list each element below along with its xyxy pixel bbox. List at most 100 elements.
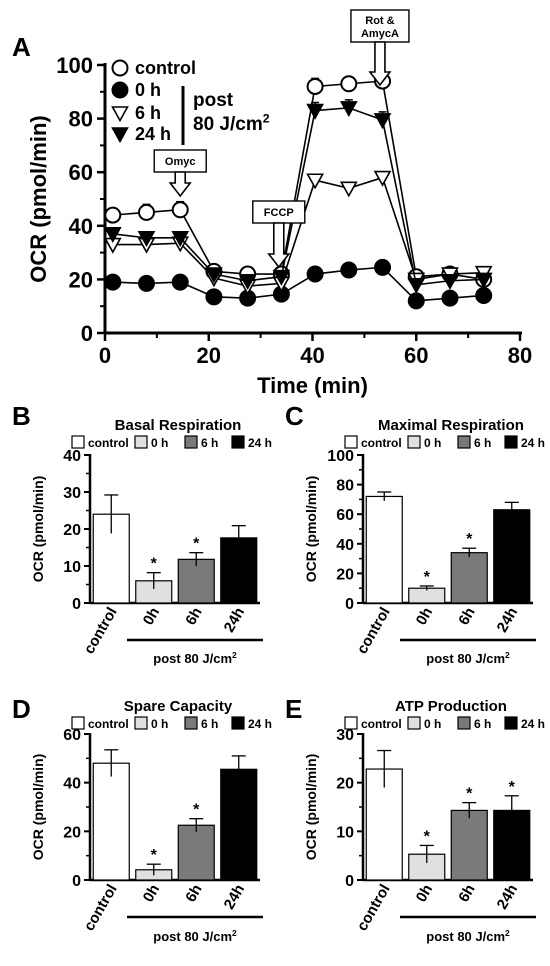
panel-letter-b: B	[12, 401, 31, 431]
y-tick-label: 10	[63, 559, 81, 576]
annotation-arrow	[368, 41, 392, 87]
data-point	[441, 289, 459, 307]
data-point	[171, 231, 190, 248]
legend-post-dose: 80 J/cm2	[193, 111, 270, 135]
group-label-exponent: 2	[505, 928, 510, 938]
bar-6h	[450, 809, 488, 881]
panel-letter-a: A	[12, 32, 31, 62]
y-tick-label: 80	[69, 107, 93, 132]
data-point	[373, 113, 392, 130]
legend-swatch	[71, 716, 85, 730]
data-point	[171, 201, 189, 219]
x-tick-label: 0h	[140, 605, 163, 629]
y-tick-label: 10	[336, 824, 354, 841]
data-point	[104, 206, 122, 224]
x-tick-label: 6h	[182, 605, 205, 629]
y-tick-label: 80	[336, 478, 354, 495]
data-point	[104, 273, 122, 291]
legend-label: 24 h	[248, 717, 272, 731]
data-point	[339, 181, 358, 198]
group-label-exponent: 2	[232, 650, 237, 660]
legend-label: 24 h	[135, 124, 171, 144]
x-tick-label: 0h	[413, 605, 436, 629]
y-tick-label: 20	[336, 566, 354, 583]
legend-swatch	[184, 716, 198, 730]
x-tick-label: control	[354, 882, 394, 935]
x-tick-label: 0h	[413, 882, 436, 906]
x-tick-label: control	[354, 605, 394, 658]
data-point	[138, 274, 155, 292]
x-tick-label: 80	[508, 343, 532, 368]
y-axis-label: OCR (pmol/min)	[26, 115, 51, 282]
legend-label: 6 h	[474, 717, 491, 731]
annotation-box-rot-amyca	[350, 9, 410, 43]
legend-post-dose-value: 80 J/cm	[193, 114, 263, 135]
panel-e: ATP Production control 0 h 6 h 24 h 0 10 20 30 OC…	[303, 698, 545, 944]
legend-swatch	[407, 716, 421, 730]
legend-swatch	[231, 435, 245, 449]
chart-title: ATP Production	[395, 698, 507, 715]
panel-b: Basal Respiration control 0 h 6 h 24 h 0 10 20 3…	[30, 417, 272, 666]
legend-swatch	[344, 716, 358, 730]
x-tick-label: 20	[197, 343, 221, 368]
x-tick-label: 24h	[494, 882, 522, 913]
y-tick-label: 40	[63, 448, 81, 465]
data-point	[205, 267, 223, 284]
group-label-value: post 80 J/cm	[153, 929, 232, 944]
legend-label: 24 h	[521, 436, 545, 450]
group-label-value: post 80 J/cm	[426, 651, 505, 666]
legend-label: 0 h	[151, 717, 168, 731]
panel-c: Maximal Respiration control 0 h 6 h 24 h 0 20 4…	[303, 417, 545, 666]
legend-post-label: post	[193, 90, 234, 111]
group-label-value: post 80 J/cm	[153, 651, 232, 666]
data-point	[441, 273, 459, 290]
y-axis-label: OCR (pmol/min)	[303, 754, 319, 861]
data-point	[340, 261, 358, 279]
annotation-label: AmycA	[361, 28, 399, 40]
x-tick-label: 0h	[140, 882, 163, 906]
legend-post-dose-exponent: 2	[263, 111, 270, 125]
legend-swatch	[407, 435, 421, 449]
series-line	[112, 107, 484, 286]
y-axis-label: OCR (pmol/min)	[30, 476, 46, 583]
y-tick-label: 60	[69, 160, 93, 185]
significance-marker: *	[509, 779, 516, 796]
data-point	[272, 269, 291, 286]
group-label: post 80 J/cm2	[153, 650, 237, 666]
bar-6h	[450, 552, 488, 604]
legend-label: control	[88, 436, 129, 450]
legend-label: 0 h	[151, 436, 168, 450]
x-tick-label: 60	[404, 343, 428, 368]
x-tick-label: 40	[300, 343, 324, 368]
x-tick-label: 0	[99, 343, 111, 368]
legend-swatch	[71, 435, 85, 449]
bar-6h	[177, 824, 215, 881]
x-axis-label: Time (min)	[257, 373, 368, 398]
data-point	[407, 292, 425, 310]
legend-label: 24 h	[248, 436, 272, 450]
data-point	[171, 273, 189, 291]
data-point	[474, 272, 493, 289]
annotation-label: Omyc	[165, 156, 196, 168]
group-label-exponent: 2	[232, 928, 237, 938]
panel-a: 0 20 40 60 80 100 0 20 40 60 80 Time (min) OCR (pmol…	[26, 9, 532, 398]
legend-label: 0 h	[424, 717, 441, 731]
legend-marker-0h	[111, 81, 129, 99]
legend-marker-control	[111, 59, 129, 77]
panel-letter-e: E	[285, 694, 302, 724]
chart-title: Spare Capacity	[124, 698, 233, 715]
legend-swatch	[457, 435, 471, 449]
x-tick-label: 24h	[221, 605, 249, 636]
y-axis-label: OCR (pmol/min)	[30, 754, 46, 861]
legend-marker-24h	[111, 127, 129, 144]
significance-marker: *	[151, 847, 158, 864]
data-point	[306, 173, 324, 190]
y-tick-label: 100	[56, 53, 93, 78]
significance-marker: *	[424, 569, 431, 586]
series-line	[112, 80, 484, 281]
bar-24h	[493, 509, 531, 604]
group-label-exponent: 2	[505, 650, 510, 660]
significance-marker: *	[193, 802, 200, 819]
